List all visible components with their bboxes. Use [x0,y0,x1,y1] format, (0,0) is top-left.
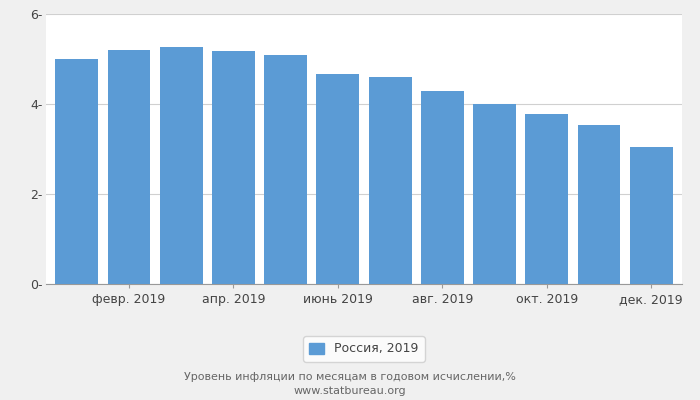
Bar [473,104,516,284]
Bar [578,125,620,284]
Bar [108,50,150,284]
Legend: Россия, 2019: Россия, 2019 [303,336,425,362]
Bar [421,90,463,284]
Bar [525,114,568,284]
Bar [630,147,673,284]
Bar [265,54,307,284]
Bar [160,47,203,284]
Bar [55,59,98,284]
Bar [212,51,255,284]
Text: Уровень инфляции по месяцам в годовом исчислении,%: Уровень инфляции по месяцам в годовом ис… [184,372,516,382]
Text: www.statbureau.org: www.statbureau.org [294,386,406,396]
Bar [316,74,359,284]
Bar [369,77,412,284]
